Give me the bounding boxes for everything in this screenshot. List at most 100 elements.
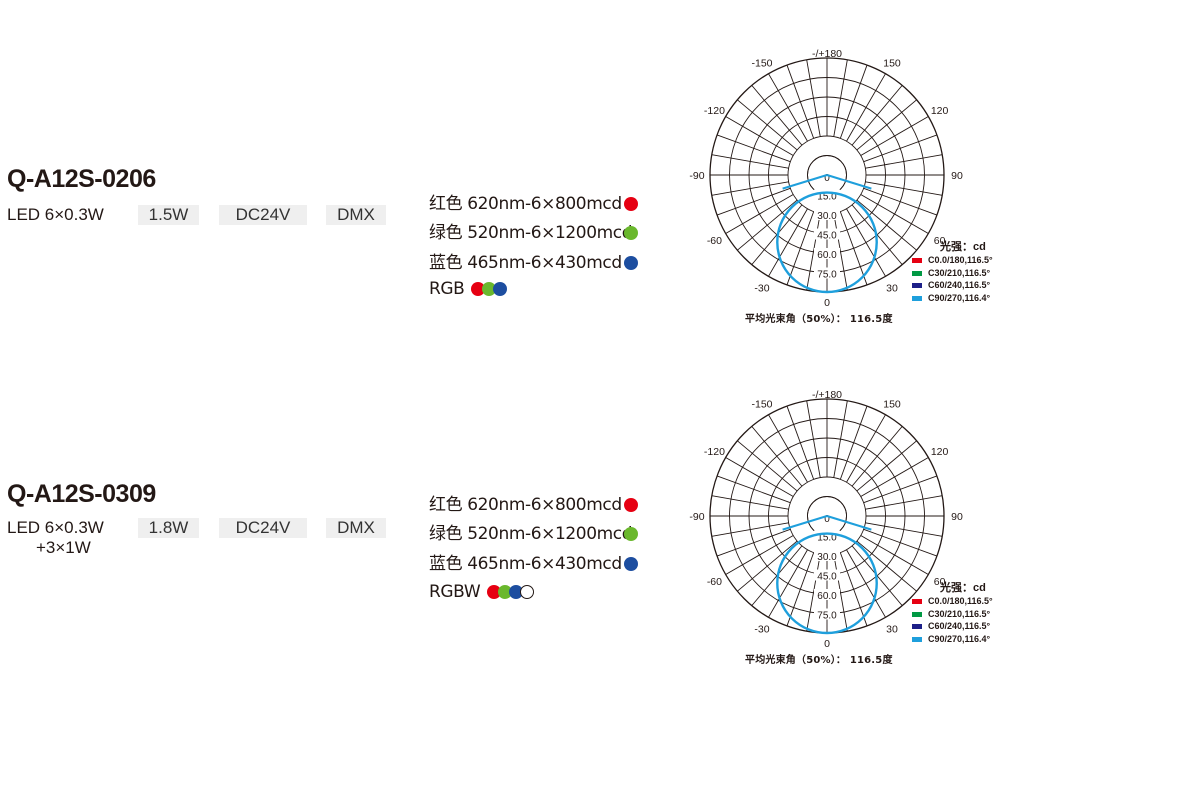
red-dot-icon bbox=[624, 498, 638, 512]
red-dot-icon bbox=[487, 585, 502, 599]
radial-label-bg bbox=[814, 248, 840, 259]
legend-item: C30/210,116.5° bbox=[912, 267, 1022, 280]
legend-swatch bbox=[912, 599, 922, 605]
angle-label: 0 bbox=[824, 638, 830, 650]
color-text: 蓝色 465nm-6×430mcd bbox=[429, 554, 622, 574]
color-line-green: 绿色 520nm-6×1200mcd bbox=[429, 222, 638, 244]
intensity-curve bbox=[776, 532, 878, 635]
beam-line bbox=[826, 174, 872, 190]
radial-label: 15.0 bbox=[817, 533, 837, 544]
legend-item: C0.0/180,116.5° bbox=[912, 595, 1022, 608]
legend-swatch bbox=[912, 624, 922, 630]
led-spec-line: +3×1W bbox=[36, 538, 91, 557]
legend-swatch bbox=[912, 611, 922, 617]
color-line-blue: 蓝色 465nm-6×430mcd bbox=[429, 252, 638, 274]
radial-label: 30.0 bbox=[817, 211, 837, 222]
angle-label: 90 bbox=[951, 511, 963, 523]
led-spec: LED 6×0.3W bbox=[7, 205, 127, 225]
red-dot-icon bbox=[471, 282, 486, 296]
legend-swatch bbox=[912, 270, 922, 276]
angle-label: -150 bbox=[751, 398, 772, 410]
angle-label: -90 bbox=[689, 511, 704, 523]
angle-label: -30 bbox=[754, 283, 769, 295]
color-text: 蓝色 465nm-6×430mcd bbox=[429, 253, 622, 273]
color-line-green: 绿色 520nm-6×1200mcd bbox=[429, 523, 638, 545]
radial-label: 45.0 bbox=[817, 231, 837, 242]
color-text: 绿色 520nm-6×1200mcd bbox=[429, 223, 633, 243]
mix-label: RGBW bbox=[429, 582, 481, 602]
polar-chart: -/+180 150 120 90 60 30 0 -30 -60 -90 -120 -150 0 15.… bbox=[680, 45, 1020, 355]
radial-label-bg bbox=[814, 171, 840, 182]
red-dot-icon bbox=[624, 197, 638, 211]
blue-dot-icon bbox=[624, 557, 638, 571]
radial-label: 0 bbox=[824, 514, 830, 525]
radial-label: 45.0 bbox=[817, 572, 837, 583]
legend-swatch bbox=[912, 258, 922, 264]
color-text: 绿色 520nm-6×1200mcd bbox=[429, 524, 633, 544]
intensity-curve bbox=[776, 191, 878, 294]
radial-label-bg bbox=[814, 209, 840, 220]
rgb-dots-icon bbox=[471, 282, 509, 296]
angle-label: -/+180 bbox=[812, 48, 842, 60]
radial-label: 0 bbox=[824, 173, 830, 184]
angle-label: 60 bbox=[934, 235, 946, 247]
model-number: Q-A12S-0309 bbox=[7, 480, 156, 508]
power-spec: 1.8W bbox=[138, 518, 199, 538]
radial-label-bg bbox=[814, 550, 840, 561]
legend-swatch bbox=[912, 283, 922, 289]
legend-unit-label: 光强：cd bbox=[940, 582, 986, 594]
green-dot-icon bbox=[482, 282, 497, 296]
green-dot-icon bbox=[624, 226, 638, 240]
radial-label-bg bbox=[814, 267, 840, 279]
rgbw-dots-icon bbox=[487, 585, 537, 599]
legend-label: C0.0/180,116.5° bbox=[928, 596, 993, 606]
green-dot-icon bbox=[498, 585, 513, 599]
radial-label-bg bbox=[814, 589, 840, 600]
control-spec: DMX bbox=[326, 205, 386, 225]
led-spec-line: LED 6×0.3W bbox=[7, 205, 104, 224]
radial-label: 15.0 bbox=[817, 192, 837, 203]
chart-legend: 光强：cd C0.0/180,116.5° C30/210,116.5° C60/24… bbox=[912, 240, 1022, 304]
angle-label: -150 bbox=[751, 57, 772, 69]
angle-label: 90 bbox=[951, 170, 963, 182]
angle-label: 150 bbox=[883, 398, 901, 410]
legend-swatch bbox=[912, 636, 922, 642]
legend-label: C60/240,116.5° bbox=[928, 621, 991, 631]
angle-label: -120 bbox=[704, 105, 725, 117]
legend-item: C90/270,116.4° bbox=[912, 633, 1022, 646]
radial-label: 75.0 bbox=[817, 611, 837, 622]
color-line-red: 红色 620nm-6×800mcd bbox=[429, 494, 638, 516]
angle-label: 30 bbox=[886, 283, 898, 295]
product-block: Q-A12S-0309 LED 6×0.3W +3×1W 1.8W DC24V … bbox=[0, 0, 1200, 666]
radial-label: 30.0 bbox=[817, 552, 837, 563]
angle-label: -60 bbox=[707, 576, 722, 588]
color-line-blue: 蓝色 465nm-6×430mcd bbox=[429, 553, 638, 575]
angle-label: 0 bbox=[824, 297, 830, 309]
voltage-spec: DC24V bbox=[219, 205, 307, 225]
legend-label: C30/210,116.5° bbox=[928, 608, 991, 619]
led-spec-line: LED 6×0.3W bbox=[7, 518, 104, 537]
white-dot-icon bbox=[520, 585, 535, 599]
led-spec: LED 6×0.3W +3×1W bbox=[7, 518, 127, 558]
legend-label: C0.0/180,116.5° bbox=[928, 255, 993, 265]
legend-label: C30/210,116.5° bbox=[928, 267, 991, 278]
polar-chart-svg: -/+180 150 120 90 60 30 0 -30 -60 -90 -120 -150 0 15.… bbox=[689, 389, 963, 650]
legend-unit-label: 光强：cd bbox=[940, 241, 986, 253]
green-dot-icon bbox=[624, 527, 638, 541]
angle-label: -120 bbox=[704, 446, 725, 458]
blue-dot-icon bbox=[493, 282, 508, 296]
radial-label-bg bbox=[814, 228, 840, 240]
legend-item: C60/240,116.5° bbox=[912, 620, 1022, 633]
angle-label: -90 bbox=[689, 170, 704, 182]
legend-item: C90/270,116.4° bbox=[912, 292, 1022, 305]
legend-item: C0.0/180,116.5° bbox=[912, 254, 1022, 267]
angle-label: 120 bbox=[931, 105, 949, 117]
mix-label: RGB bbox=[429, 279, 465, 299]
angle-label: 60 bbox=[934, 576, 946, 588]
product-block: Q-A12S-0206 LED 6×0.3W 1.5W DC24V DMX 红色… bbox=[0, 0, 1200, 325]
radial-label: 75.0 bbox=[817, 270, 837, 281]
color-line-mix: RGBW bbox=[429, 581, 537, 603]
legend-label: C60/240,116.5° bbox=[928, 280, 991, 290]
blue-dot-icon bbox=[509, 585, 524, 599]
angle-label: 150 bbox=[883, 57, 901, 69]
